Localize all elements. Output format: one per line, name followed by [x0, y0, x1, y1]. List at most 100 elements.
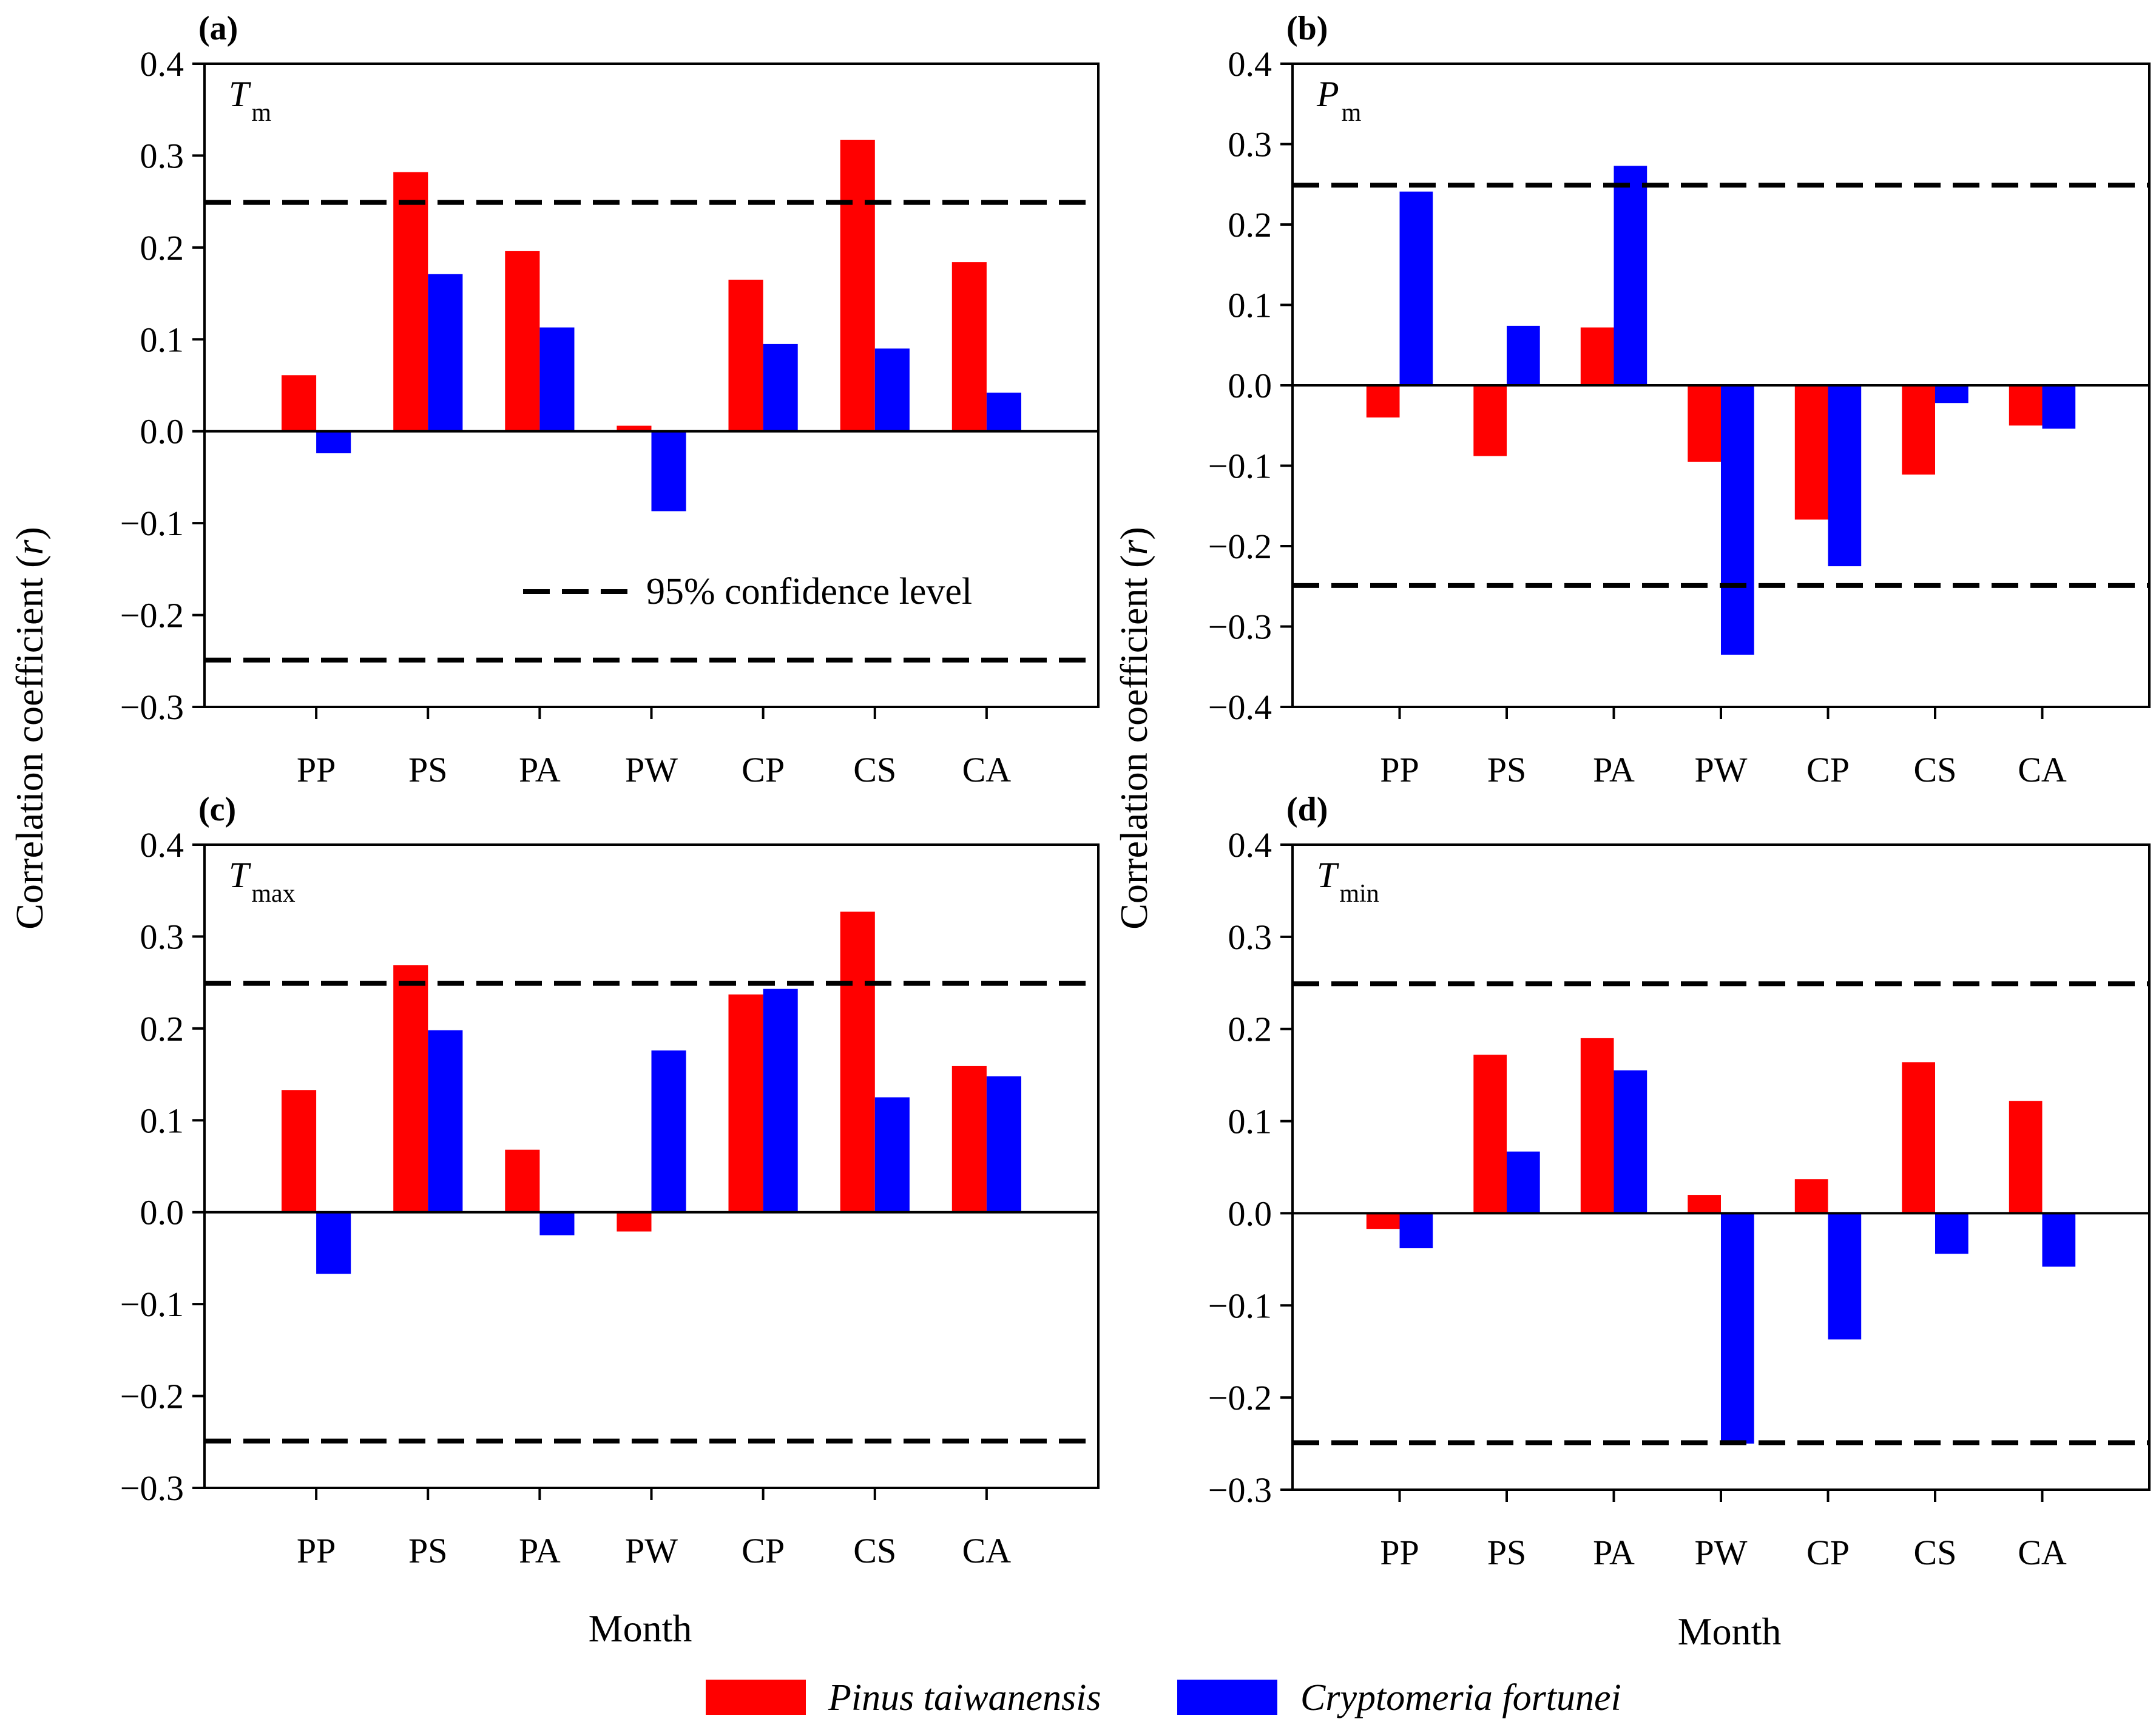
chart-3-xtick-label-pp: PP: [1380, 1533, 1419, 1572]
chart-0-xtick-label-cp: CP: [742, 750, 785, 789]
chart-1-bar-pinus-cs: [1902, 385, 1935, 475]
legend-label-1: Cryptomeria fortunei: [1300, 1677, 1621, 1718]
chart-3-bar-cryptomeria-cp: [1828, 1213, 1862, 1340]
chart-3-bar-cryptomeria-ps: [1507, 1151, 1540, 1214]
chart-0-ytick-label: 0.3: [140, 136, 184, 175]
chart-2-panel-label: (c): [198, 791, 236, 828]
chart-2-bar-cryptomeria-pp: [316, 1212, 351, 1274]
chart-2-ytick-label: −0.1: [120, 1285, 184, 1324]
chart-2-bar-cryptomeria-cp: [763, 988, 798, 1212]
chart-3-ytick-label: 0.2: [1228, 1010, 1272, 1049]
chart-3-xtick-label-cs: CS: [1914, 1533, 1957, 1572]
chart-0-ytick-label: 0.4: [140, 44, 184, 84]
chart-3-ytick-label: −0.3: [1208, 1470, 1272, 1510]
chart-0-xtick-label-pp: PP: [297, 750, 336, 789]
chart-1-ytick-label: −0.4: [1208, 688, 1272, 727]
chart-1-ytick-label: 0.1: [1228, 286, 1272, 325]
x-axis-title-left: Month: [589, 1607, 692, 1650]
chart-1-panel: 0.4 0.3 0.2 0.1 0.0 −0.1 −0.2 −0.3 −0.4 PP PS PA PW C…: [1208, 10, 2151, 789]
chart-2-bar-pinus-pw: [617, 1212, 652, 1232]
chart-0-bar-pinus-pp: [282, 375, 317, 431]
chart-3-bar-cryptomeria-pa: [1614, 1070, 1647, 1214]
chart-0-xtick-label-ps: PS: [408, 750, 448, 789]
chart-0-bar-cryptomeria-ps: [428, 274, 463, 431]
chart-3-ytick-label: −0.2: [1208, 1378, 1272, 1417]
chart-2-bar-pinus-ca: [951, 1066, 987, 1212]
chart-1-ytick-label: 0.0: [1228, 366, 1272, 405]
y-axis-title-left: Correlation coefficient (r): [8, 527, 51, 929]
chart-0-xtick-label-pw: PW: [625, 750, 678, 789]
chart-0-ytick-label: −0.1: [120, 504, 184, 543]
chart-1-bar-cryptomeria-ca: [2042, 385, 2076, 429]
chart-3-bar-pinus-cp: [1794, 1179, 1828, 1214]
chart-2-bar-pinus-cp: [728, 994, 763, 1212]
chart-3-bar-pinus-pa: [1580, 1038, 1614, 1214]
chart-2-ytick-label: 0.2: [140, 1009, 184, 1049]
chart-3-ytick-label: 0.1: [1228, 1102, 1272, 1141]
chart-0-bar-cryptomeria-cp: [763, 343, 798, 431]
chart-1-bar-cryptomeria-pw: [1721, 385, 1754, 655]
chart-0-confidence-legend-label: 95% confidence level: [646, 571, 972, 612]
chart-0-ytick-label: 0.2: [140, 228, 184, 268]
chart-3-xtick-label-ps: PS: [1487, 1533, 1527, 1572]
chart-2-bar-pinus-cs: [840, 911, 875, 1212]
chart-1-ytick-label: −0.2: [1208, 527, 1272, 566]
chart-1-bar-cryptomeria-pp: [1399, 191, 1433, 385]
chart-0-xtick-label-ca: CA: [962, 750, 1012, 789]
chart-3-bar-pinus-ca: [2009, 1101, 2043, 1214]
chart-3-ytick-label: −0.1: [1208, 1286, 1272, 1325]
chart-1-ytick-label: 0.3: [1228, 125, 1272, 164]
chart-3-bar-pinus-ps: [1473, 1055, 1507, 1214]
chart-2-ytick-label: 0.4: [140, 825, 184, 865]
chart-0-bar-pinus-ps: [393, 172, 428, 431]
chart-0-bar-cryptomeria-pp: [316, 431, 351, 453]
chart-1-ytick-label: −0.3: [1208, 607, 1272, 647]
chart-0-bar-cryptomeria-cs: [874, 348, 910, 431]
chart-1-bar-cryptomeria-cp: [1828, 385, 1862, 567]
chart-2-bar-pinus-ps: [393, 965, 428, 1212]
chart-1-bar-pinus-ps: [1473, 385, 1507, 456]
chart-1-bar-cryptomeria-pa: [1614, 166, 1647, 385]
chart-1-panel-label: (b): [1286, 10, 1328, 47]
chart-2-xtick-label-ps: PS: [408, 1531, 448, 1570]
chart-3-bar-pinus-cs: [1902, 1062, 1935, 1214]
chart-3-ytick-label: 0.0: [1228, 1194, 1272, 1233]
chart-3-panel: 0.4 0.3 0.2 0.1 0.0 −0.1 −0.2 −0.3 PP PS PA PW CP CS C…: [1208, 791, 2151, 1572]
chart-1-xtick-label-ps: PS: [1487, 750, 1527, 789]
chart-3-xtick-label-pw: PW: [1695, 1533, 1748, 1572]
chart-3-bar-cryptomeria-ca: [2042, 1213, 2076, 1267]
chart-0-ytick-label: 0.0: [140, 412, 184, 451]
chart-0-ytick-label: −0.3: [120, 688, 184, 727]
chart-1-xtick-label-cp: CP: [1806, 750, 1850, 789]
chart-1-bar-pinus-pp: [1366, 385, 1400, 417]
chart-0-panel-label: (a): [198, 10, 238, 47]
chart-1-ytick-label: 0.4: [1228, 44, 1272, 84]
chart-2-xtick-label-pp: PP: [297, 1531, 336, 1570]
chart-2-xtick-label-pa: PA: [519, 1531, 561, 1570]
chart-1-variable-label: Pm: [1316, 74, 1362, 127]
y-axis-title-right: Correlation coefficient (r): [1112, 527, 1155, 929]
chart-1-bar-pinus-cp: [1794, 385, 1828, 520]
chart-0-variable-label: Tm: [229, 74, 271, 127]
chart-2-panel: 0.4 0.3 0.2 0.1 0.0 −0.1 −0.2 −0.3 PP PS PA PW CP CS C…: [120, 791, 1100, 1570]
legend: Pinus taiwanensis Cryptomeria fortunei: [706, 1677, 1621, 1718]
chart-1-xtick-label-pa: PA: [1593, 750, 1635, 789]
chart-1-bar-cryptomeria-cs: [1935, 385, 1968, 404]
chart-3-bar-cryptomeria-cs: [1935, 1213, 1968, 1254]
chart-2-xtick-label-pw: PW: [625, 1531, 678, 1570]
chart-3-bar-cryptomeria-pp: [1399, 1213, 1433, 1249]
chart-0-bar-cryptomeria-pw: [651, 431, 686, 512]
chart-3-bar-cryptomeria-pw: [1721, 1213, 1754, 1444]
chart-2-bar-cryptomeria-pw: [651, 1050, 686, 1212]
legend-swatch-0: [706, 1680, 806, 1715]
chart-1-bar-pinus-ca: [2009, 385, 2043, 426]
chart-0-bar-cryptomeria-pa: [539, 327, 575, 431]
chart-1-bar-cryptomeria-ps: [1507, 325, 1540, 385]
chart-0-ytick-label: 0.1: [140, 320, 184, 359]
chart-2-ytick-label: 0.1: [140, 1101, 184, 1140]
chart-2-bar-cryptomeria-ps: [428, 1030, 463, 1212]
chart-1-bar-pinus-pa: [1580, 327, 1614, 385]
chart-0-ytick-label: −0.2: [120, 596, 184, 635]
chart-0-xtick-label-cs: CS: [853, 750, 896, 789]
chart-2-xtick-label-cs: CS: [853, 1531, 896, 1570]
